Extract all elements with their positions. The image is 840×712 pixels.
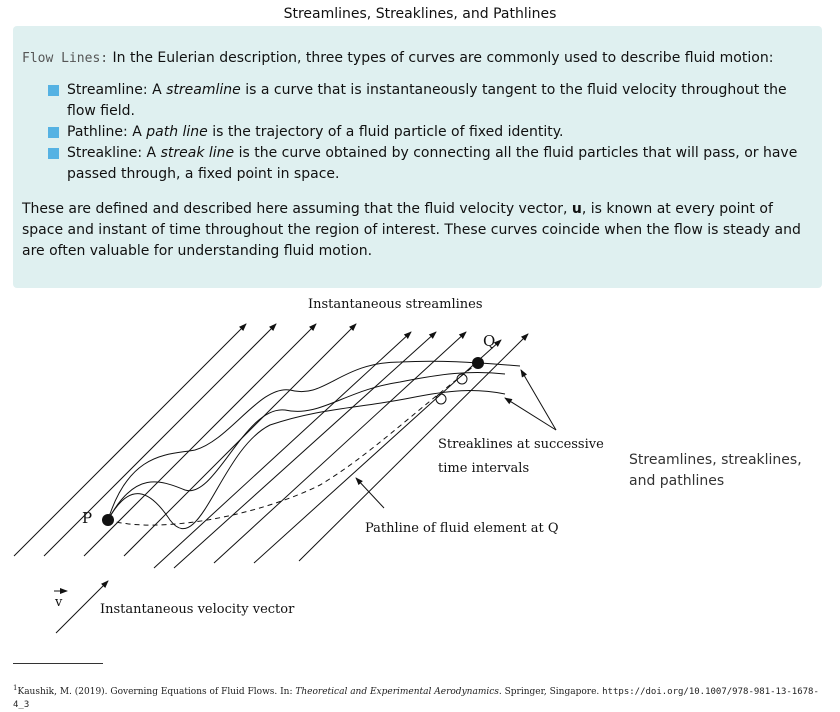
streamline: [13, 323, 247, 557]
point-p-marker: [102, 514, 114, 526]
flow-lines-callout: Flow Lines: In the Eulerian description,…: [13, 26, 822, 288]
bullet-emph: streak line: [160, 145, 235, 161]
bullet-square-icon: [48, 127, 59, 138]
para-text: These are defined and described here ass…: [22, 201, 572, 217]
bullet-text: A: [127, 124, 147, 140]
list-item-streakline: Streakline: A streak line is the curve o…: [48, 143, 812, 185]
streaklines: [107, 360, 521, 530]
bullet-text: A: [142, 145, 161, 161]
callout-lead: Flow Lines: In the Eulerian description,…: [22, 48, 812, 69]
point-q-marker: [472, 357, 484, 369]
velocity-vector-arrow: [55, 580, 109, 634]
bullet-text: A: [147, 82, 167, 98]
flow-line-types-list: Streamline: A streamline is a curve that…: [22, 80, 812, 185]
streamline: [253, 339, 502, 564]
label-streaklines-2: time intervals: [438, 461, 529, 476]
footnote: 1Kaushik, M. (2019). Governing Equations…: [13, 682, 823, 712]
bullet-term: Streakline:: [67, 145, 143, 161]
footnote-marker: 1: [13, 684, 18, 692]
streamline: [153, 331, 412, 569]
label-p: P: [82, 509, 92, 527]
pathline: [107, 362, 479, 526]
label-v: v: [54, 595, 63, 610]
flow-lines-diagram: Instantaneous streamlines Q P Streakline…: [13, 297, 604, 634]
figure-caption: Streamlines, streaklines, and pathlines: [629, 452, 802, 489]
bullet-square-icon: [48, 85, 59, 96]
label-pathline: Pathline of fluid element at Q: [365, 521, 559, 536]
bullet-square-icon: [48, 148, 59, 159]
footnote-publisher: . Springer, Singapore.: [498, 687, 603, 697]
label-streaklines-1: Streaklines at successive: [438, 437, 604, 452]
past-particle-marker: [456, 373, 468, 385]
streakline-pointer: [504, 397, 557, 431]
bullet-term: Streamline:: [67, 82, 148, 98]
streakline: [107, 390, 506, 530]
streakline: [107, 360, 521, 521]
bullet-text: is the curve obtained by connecting all …: [67, 145, 798, 182]
label-instantaneous-streamlines: Instantaneous streamlines: [308, 297, 483, 312]
bullet-emph: path line: [146, 124, 208, 140]
streamline: [298, 333, 529, 562]
bullet-emph: streamline: [166, 82, 241, 98]
pointer-arrows: [55, 369, 557, 634]
callout-paragraph: These are defined and described here ass…: [22, 199, 812, 262]
streakline-pointer: [520, 369, 557, 431]
streamline: [83, 323, 317, 557]
para-text: , is known at every point of space and i…: [22, 201, 801, 259]
streamline: [213, 331, 467, 564]
bullet-term: Pathline:: [67, 124, 128, 140]
lead-text: In the Eulerian description, three types…: [108, 50, 774, 66]
label-velocity-vector: Instantaneous velocity vector: [100, 602, 295, 617]
bullet-text: is a curve that is instantaneously tange…: [67, 82, 787, 119]
pathline-pointer: [355, 477, 385, 509]
bullet-text: is the trajectory of a fluid particle of…: [207, 124, 564, 140]
list-item-pathline: Pathline: A path line is the trajectory …: [48, 122, 812, 143]
page-title: Streamlines, Streaklines, and Pathlines: [283, 6, 557, 22]
footnote-divider: [13, 663, 103, 664]
footnote-text: Kaushik, M. (2019). Governing Equations …: [17, 687, 296, 697]
past-particle-marker: [435, 393, 447, 405]
label-q: Q: [483, 332, 495, 350]
streamlines: [13, 323, 529, 569]
streamline: [173, 331, 437, 569]
footnote-doi-link[interactable]: https://doi.org/10.1007/978-981-13-1678-…: [13, 687, 819, 710]
streakline: [107, 371, 506, 521]
lead-tag: Flow Lines:: [22, 51, 109, 66]
velocity-vector-symbol: u: [571, 201, 582, 217]
streamline: [43, 323, 277, 557]
footnote-book: Theoretical and Experimental Aerodynamic…: [295, 687, 499, 697]
list-item-streamline: Streamline: A streamline is a curve that…: [48, 80, 812, 122]
